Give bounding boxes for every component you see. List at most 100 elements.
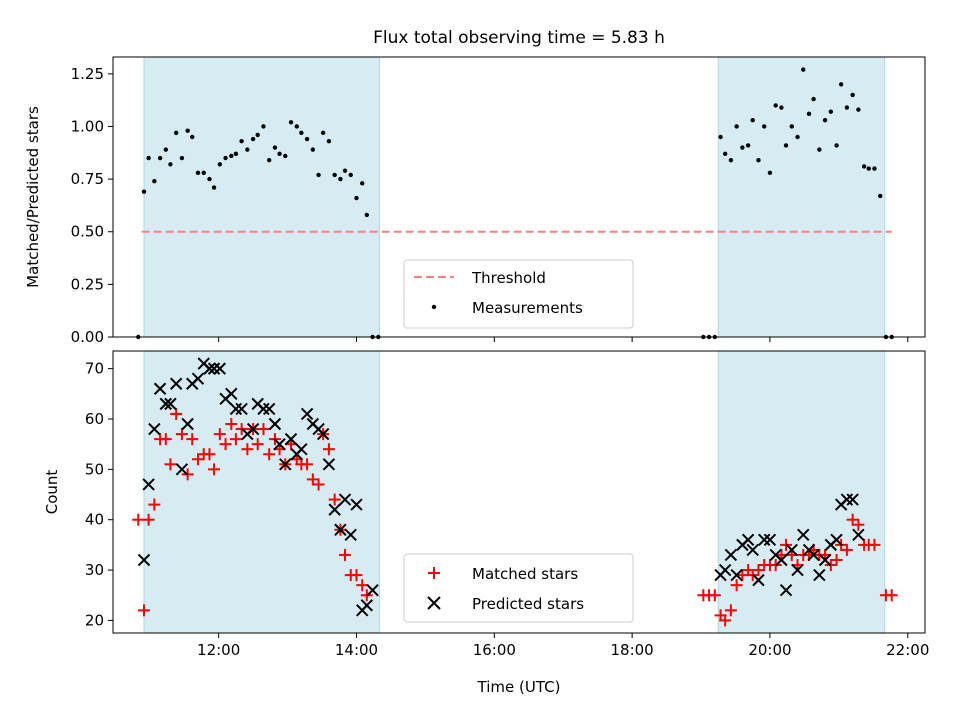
measurement-point — [261, 124, 266, 129]
predicted-star-point — [846, 493, 859, 506]
matched-star-point — [840, 543, 853, 556]
matched-star-point — [148, 498, 161, 511]
predicted-star-point — [366, 583, 379, 597]
predicted-star-point — [746, 543, 759, 557]
predicted-star-point — [295, 442, 308, 456]
measurement-point — [195, 170, 201, 175]
predicted-star-point — [235, 402, 248, 416]
predicted-star-point — [807, 548, 820, 562]
predicted-star-point — [775, 553, 788, 567]
predicted-star-point — [257, 402, 270, 416]
count-x-tick-label: 22:00 — [886, 641, 929, 659]
measurement-point — [217, 162, 223, 167]
ratio-legend: Threshold Measurements — [403, 259, 634, 329]
predicted-star-point — [273, 437, 286, 451]
measurement-point — [294, 124, 299, 129]
predicted-legend-label: Predicted stars — [472, 595, 584, 613]
predicted-star-point — [279, 458, 292, 471]
measurement-point — [211, 185, 217, 190]
predicted-star-point — [758, 533, 771, 547]
matched-legend-label: Matched stars — [472, 565, 578, 583]
predicted-star-point — [830, 533, 843, 547]
measurement-point — [304, 136, 310, 142]
predicted-star-point — [334, 523, 347, 536]
matched-star-point — [142, 513, 155, 526]
matched-star-point — [219, 438, 232, 451]
count-observing-window-2 — [717, 350, 886, 634]
predicted-star-point — [284, 432, 298, 446]
predicted-star-point — [213, 362, 227, 375]
measurement-point — [767, 170, 773, 175]
matched-star-point — [301, 458, 314, 471]
measurement-point — [360, 181, 365, 186]
predicted-star-point — [350, 498, 363, 511]
measurement-point — [783, 143, 789, 148]
matched-star-point — [830, 553, 843, 566]
matched-star-point — [175, 428, 188, 441]
measurement-point — [789, 124, 794, 129]
predicted-star-point — [203, 362, 216, 375]
ratio-observing-window-2 — [717, 56, 886, 338]
measurement-point — [283, 153, 288, 159]
count-x-tick-label: 12:00 — [197, 641, 240, 659]
predicted-star-point — [818, 553, 832, 567]
count-legend-box — [403, 553, 634, 623]
measurement-point — [299, 130, 304, 135]
matched-star-point — [208, 463, 221, 476]
matched-star-point — [203, 448, 216, 461]
measurement-point — [146, 155, 151, 161]
measurement-point — [201, 170, 206, 175]
count-y-tick-label: 30 — [85, 561, 104, 579]
measurement-point — [245, 147, 250, 152]
ratio-y-tick-label: 0.00 — [71, 328, 104, 346]
count-legend: Matched stars Predicted stars — [403, 553, 634, 623]
matched-star-point — [322, 443, 335, 456]
matched-star-point — [241, 443, 254, 456]
measurement-point — [745, 143, 751, 148]
measurement-point — [163, 147, 169, 152]
measurement-point — [239, 139, 244, 144]
measurements-legend-label: Measurements — [472, 299, 583, 317]
matched-star-point — [312, 478, 325, 491]
predicted-star-point — [169, 377, 183, 390]
measurement-point — [326, 139, 332, 144]
measurement-point — [834, 143, 839, 148]
matched-star-point — [852, 518, 865, 531]
predicted-star-point — [175, 463, 189, 476]
predicted-star-point — [724, 548, 738, 562]
measurement-point — [266, 157, 272, 163]
measurement-point — [250, 136, 256, 142]
matched-star-point — [736, 569, 749, 582]
chart-title: Flux total observing time = 5.83 h — [373, 28, 665, 48]
measurement-point — [740, 145, 745, 150]
measurement-point — [718, 134, 723, 140]
matched-star-point — [132, 513, 145, 526]
ratio-plot-frame — [112, 56, 926, 338]
measurement-point — [207, 176, 212, 182]
matched-star-point — [719, 614, 732, 627]
measurement-point — [734, 124, 739, 129]
count-y-axis-label: Count — [43, 470, 61, 515]
measurement-point — [229, 153, 234, 159]
matched-legend-swatch — [428, 567, 440, 579]
predicted-star-point — [159, 397, 173, 411]
measurements-legend-swatch — [431, 304, 437, 310]
predicted-star-point — [360, 599, 374, 612]
measurement-point — [850, 92, 855, 98]
matched-star-point — [159, 433, 172, 446]
measurement-point — [332, 172, 337, 178]
ratio-y-axis-label: Matched/Predicted stars — [24, 106, 42, 288]
measurement-point — [320, 130, 326, 135]
predicted-star-point — [225, 387, 238, 401]
matched-star-point — [350, 569, 363, 582]
ratio-y-tick-label: 1.25 — [71, 65, 104, 83]
matched-star-point — [170, 407, 183, 420]
count-x-tick-label: 18:00 — [611, 641, 654, 659]
measurement-point — [722, 151, 728, 157]
predicted-star-point — [840, 493, 854, 506]
measurement-point — [173, 130, 179, 135]
matched-star-point — [356, 579, 369, 592]
matched-star-point — [164, 458, 177, 471]
measurement-point — [806, 111, 812, 117]
